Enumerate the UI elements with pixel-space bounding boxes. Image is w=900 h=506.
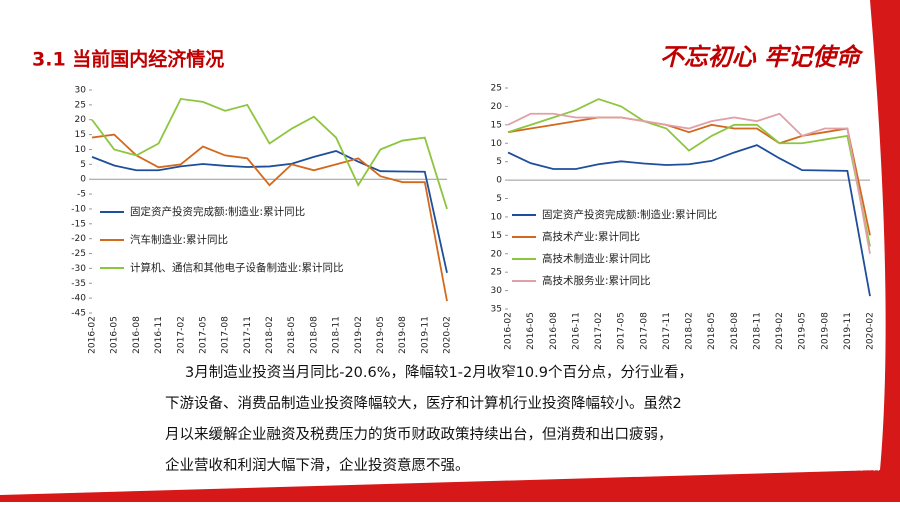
x-tick-label: 2019-11 bbox=[420, 316, 430, 354]
y-tick-label: -45 bbox=[71, 309, 86, 319]
x-tick-label: 2018-08 bbox=[730, 312, 740, 350]
y-tick-label: 30 bbox=[75, 86, 87, 96]
y-tick-label: -35 bbox=[71, 279, 86, 289]
body-line: 月以来缓解企业融资及税费压力的货币财政政策持续出台，但消费和出口疲弱， bbox=[165, 425, 673, 443]
x-tick-label: 2018-11 bbox=[752, 312, 762, 350]
y-tick-label: 20 bbox=[75, 115, 87, 125]
footer: 重庆大学图书馆 bbox=[796, 458, 880, 473]
y-tick-label: 20 bbox=[491, 249, 503, 259]
y-tick-label: -25 bbox=[71, 249, 86, 259]
y-tick-label: 5 bbox=[496, 157, 502, 167]
x-tick-label: 2016-05 bbox=[526, 312, 536, 350]
y-tick-label: 25 bbox=[491, 268, 502, 278]
x-tick-label: 2019-05 bbox=[376, 316, 386, 354]
x-tick-label: 2019-08 bbox=[398, 316, 408, 354]
y-tick-label: -15 bbox=[71, 219, 86, 229]
x-tick-label: 2019-08 bbox=[820, 312, 830, 350]
y-tick-label: 5 bbox=[80, 160, 86, 170]
x-tick-label: 2017-02 bbox=[176, 316, 186, 354]
y-tick-label: 35 bbox=[491, 305, 502, 315]
series-line bbox=[507, 144, 871, 297]
x-tick-label: 2018-02 bbox=[265, 316, 275, 354]
x-tick-label: 2018-02 bbox=[685, 312, 695, 350]
legend-label: 固定资产投资完成额:制造业:累计同比 bbox=[130, 205, 305, 218]
y-tick-label: 0 bbox=[496, 176, 502, 186]
x-tick-label: 2017-08 bbox=[639, 312, 649, 350]
x-tick-label: 2018-08 bbox=[309, 316, 319, 354]
y-tick-label: 15 bbox=[491, 231, 502, 241]
y-tick-label: 5 bbox=[496, 194, 502, 204]
series-line bbox=[507, 112, 871, 254]
x-tick-label: 2019-02 bbox=[354, 316, 364, 354]
y-tick-label: -20 bbox=[71, 234, 86, 244]
y-tick-label: -40 bbox=[71, 294, 86, 304]
x-tick-label: 2016-11 bbox=[154, 316, 164, 354]
x-tick-label: 2016-08 bbox=[549, 312, 559, 350]
x-tick-label: 2016-02 bbox=[504, 312, 514, 350]
y-tick-label: 25 bbox=[491, 84, 502, 94]
x-tick-label: 2019-11 bbox=[843, 312, 853, 350]
x-tick-label: 2016-02 bbox=[88, 316, 98, 354]
y-tick-label: 25 bbox=[75, 100, 86, 110]
series-line bbox=[91, 133, 448, 302]
x-tick-label: 2017-05 bbox=[198, 316, 208, 354]
body-line: 企业营收和利润大幅下滑，企业投资意愿不强。 bbox=[165, 456, 470, 474]
x-tick-label: 2017-08 bbox=[221, 316, 231, 354]
x-tick-label: 2017-11 bbox=[243, 316, 253, 354]
y-tick-label: 10 bbox=[491, 139, 503, 149]
legend-label: 高技术制造业:累计同比 bbox=[542, 252, 651, 265]
x-tick-label: 2018-11 bbox=[332, 316, 342, 354]
x-tick-label: 2017-02 bbox=[594, 312, 604, 350]
body-line: 下游设备、消费品制造业投资降幅较大，医疗和计算机行业投资降幅较小。虽然2 bbox=[165, 394, 682, 412]
x-tick-label: 2019-02 bbox=[775, 312, 785, 350]
x-tick-label: 2018-05 bbox=[287, 316, 297, 354]
legend-label: 高技术服务业:累计同比 bbox=[542, 274, 651, 287]
series-line bbox=[91, 149, 448, 274]
x-tick-label: 2016-08 bbox=[132, 316, 142, 354]
legend-label: 固定资产投资完成额:制造业:累计同比 bbox=[542, 208, 717, 221]
series-line bbox=[91, 97, 448, 210]
x-tick-label: 2018-05 bbox=[707, 312, 717, 350]
x-tick-label: 2016-11 bbox=[571, 312, 581, 350]
slide-title: 3.1 当前国内经济情况 bbox=[32, 48, 224, 71]
x-tick-label: 2016-05 bbox=[110, 316, 120, 354]
y-tick-label: -10 bbox=[71, 204, 86, 214]
y-tick-label: -30 bbox=[71, 264, 86, 274]
x-tick-label: 2017-11 bbox=[662, 312, 672, 350]
logo: 不忘初心 牢记使命 bbox=[660, 43, 864, 71]
series-line bbox=[507, 116, 871, 236]
x-tick-label: 2017-05 bbox=[617, 312, 627, 350]
body-line: 3月制造业投资当月同比-20.6%，降幅较1-2月收窄10.9个百分点，分行业看… bbox=[185, 363, 693, 381]
y-tick-label: -5 bbox=[77, 190, 86, 200]
x-tick-label: 2019-05 bbox=[798, 312, 808, 350]
y-tick-label: 20 bbox=[491, 102, 503, 112]
legend-label: 高技术产业:累计同比 bbox=[542, 230, 640, 243]
y-tick-label: 15 bbox=[75, 130, 86, 140]
y-tick-label: 30 bbox=[491, 286, 503, 296]
legend-label: 汽车制造业:累计同比 bbox=[130, 233, 228, 246]
series-line bbox=[507, 98, 871, 247]
y-tick-label: 10 bbox=[75, 145, 87, 155]
legend-label: 计算机、通信和其他电子设备制造业:累计同比 bbox=[130, 261, 344, 274]
y-tick-label: 0 bbox=[80, 175, 86, 185]
x-tick-label: 2020-02 bbox=[866, 312, 876, 350]
y-tick-label: 15 bbox=[491, 120, 502, 130]
x-tick-label: 2020-02 bbox=[443, 316, 453, 354]
y-tick-label: 10 bbox=[491, 212, 503, 222]
